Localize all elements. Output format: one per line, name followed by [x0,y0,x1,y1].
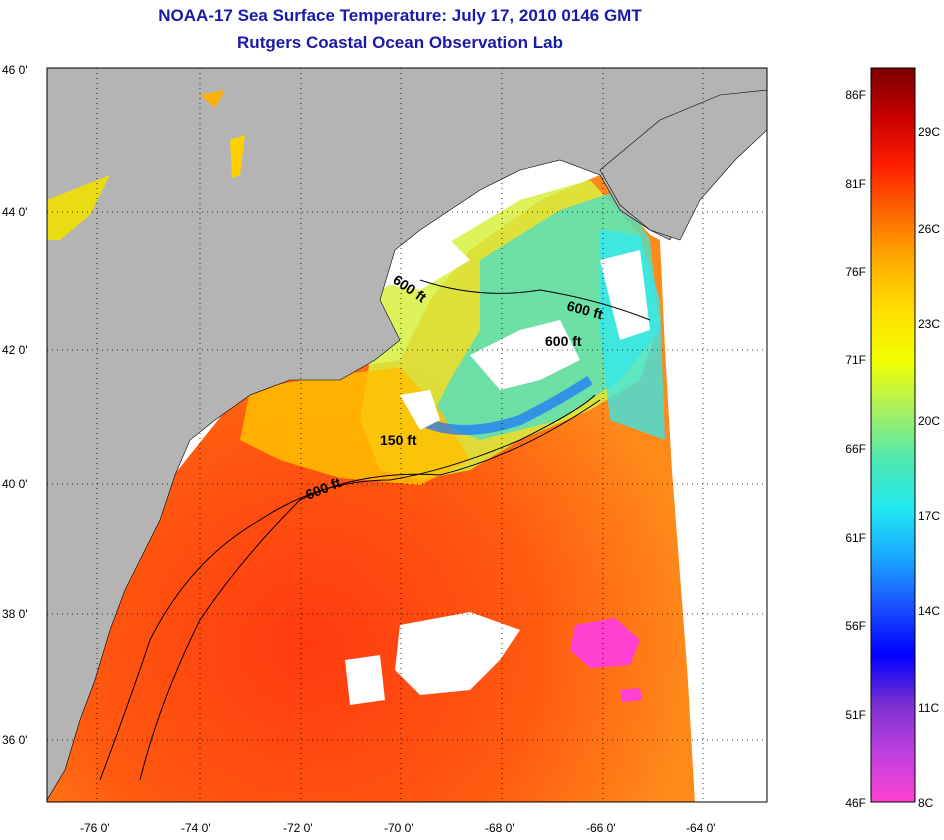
colorbar-c-label: 8C [918,796,934,810]
colorbar-f-label: 86F [845,88,866,102]
colorbar-c-label: 17C [918,509,940,523]
cloud-patches [345,180,767,802]
lat-label: 36 0' [2,733,28,747]
colorbar-c-label: 11C [918,701,939,715]
inland-lake [47,175,110,240]
plot-frame [46,67,768,803]
colorbar-fahrenheit-labels: 86F 81F 76F 71F 66F 61F 56F 51F 46F [845,88,866,810]
longitude-labels: -76 0' -74 0' -72 0' -70 0' -68 0' -66 0… [80,821,716,835]
colorbar-f-label: 51F [845,708,866,722]
depth-contours [99,279,651,781]
colorbar-f-label: 71F [845,353,866,367]
colorbar-f-label: 81F [845,177,866,191]
lon-label: -64 0' [686,821,716,835]
colorbar-scale [870,67,916,803]
colorbar-c-label: 14C [918,604,940,618]
depth-label: 150 ft [380,432,417,448]
colorbar: 86F 81F 76F 71F 66F 61F 56F 51F 46F 29C … [845,67,940,810]
colorbar-f-label: 76F [845,265,866,279]
colorbar-celsius-labels: 29C 26C 23C 20C 17C 14C 11C 8C [918,125,940,810]
lat-label: 42 0' [2,343,28,357]
colorbar-f-label: 46F [845,796,866,810]
lon-label: -66 0' [586,821,616,835]
colorbar-f-label: 56F [845,619,866,633]
lon-label: -76 0' [80,821,110,835]
inland-lake [200,90,225,108]
land-nova-scotia [599,89,767,241]
gridlines [47,68,767,802]
lat-label: 44 0' [2,205,28,219]
colorbar-c-label: 29C [918,125,940,139]
map-title: NOAA-17 Sea Surface Temperature: July 17… [158,6,642,25]
inland-lake [230,135,245,178]
cold-pixel-patches [570,618,642,702]
colorbar-c-label: 26C [918,222,940,236]
map-subtitle: Rutgers Coastal Ocean Observation Lab [237,33,563,52]
lon-label: -72 0' [283,821,313,835]
lat-label: 40 0' [2,477,28,491]
colorbar-c-label: 20C [918,414,940,428]
colorbar-c-label: 23C [918,317,940,331]
lon-label: -68 0' [485,821,515,835]
depth-label: 600 ft [545,333,582,349]
blue-cold-ring [417,375,593,435]
lat-label: 46 0' [2,63,28,77]
colorbar-f-label: 61F [845,531,866,545]
lon-label: -70 0' [384,821,414,835]
colorbar-f-label: 66F [845,442,866,456]
lon-label: -74 0' [181,821,211,835]
latitude-labels: 46 0' 44 0' 42 0' 40 0' 38 0' 36 0' [2,63,28,747]
map-plot-area [47,68,767,802]
lat-label: 38 0' [2,607,28,621]
